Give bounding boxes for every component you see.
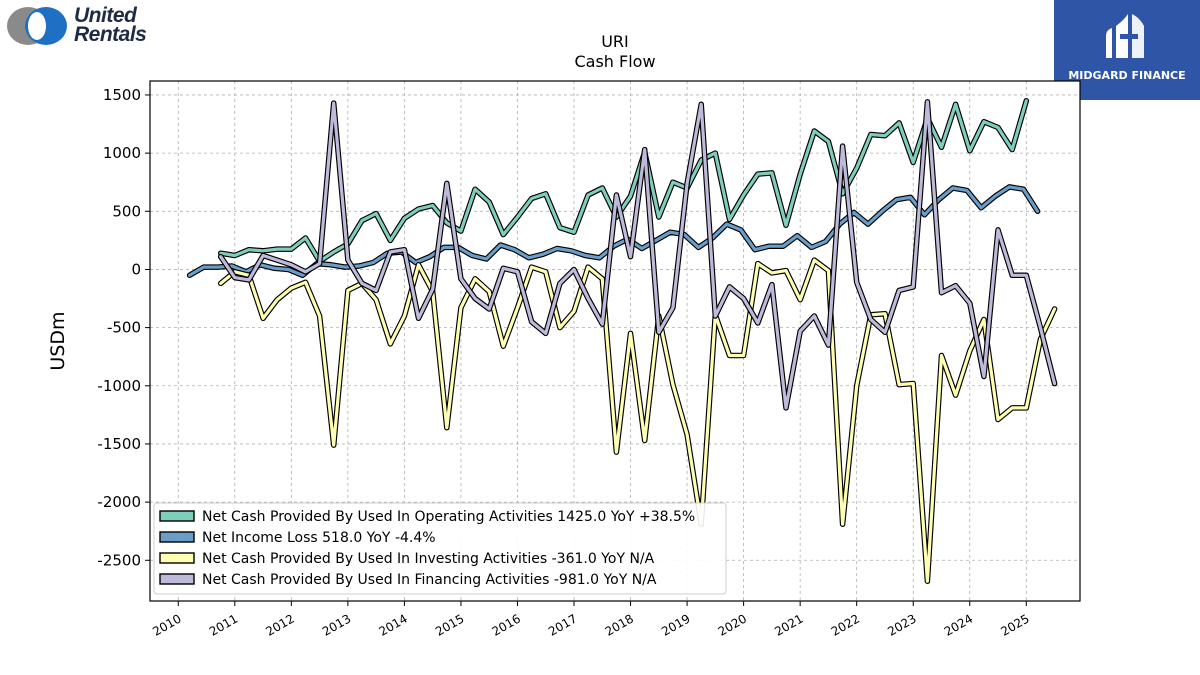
y-tick-label: -500: [107, 319, 141, 337]
legend-swatch-4: [159, 573, 195, 585]
x-tick-label: 2013: [320, 611, 353, 638]
midgard-finance-logo: MIDGARD FINANCE: [1054, 0, 1200, 100]
x-tick-label: 2023: [885, 611, 918, 638]
y-tick-label: -1500: [97, 435, 141, 453]
x-tick-label: 2021: [772, 611, 805, 638]
united-rentals-logo: United Rentals: [6, 4, 166, 48]
midgard-emblem-icon: [1106, 14, 1144, 58]
legend-swatch-3: [159, 552, 195, 564]
y-axis-label: USDm: [47, 311, 69, 370]
y-tick-label: -2500: [97, 551, 141, 569]
x-tick-label: 2017: [546, 611, 579, 638]
y-tick-label: 500: [112, 202, 141, 220]
y-tick-label: 1000: [103, 144, 141, 162]
united-rentals-logo-mark-icon: [7, 7, 67, 45]
legend-label-2: Net Income Loss 518.0 YoY -4.4%: [202, 530, 436, 546]
united-rentals-logo-text: United Rentals: [74, 4, 147, 46]
legend-label-3: Net Cash Provided By Used In Investing A…: [202, 551, 655, 567]
series-line-4: [219, 100, 1057, 410]
x-tick-label: 2018: [603, 611, 636, 638]
midgard-finance-label: MIDGARD FINANCE: [1068, 69, 1186, 82]
x-tick-label: 2020: [716, 611, 749, 638]
legend-swatch-1: [159, 510, 195, 522]
x-tick-label: 2019: [659, 611, 692, 638]
x-tick-label: 2011: [207, 611, 240, 638]
x-tick-label: 2016: [490, 611, 523, 638]
x-tick-label: 2014: [376, 611, 409, 638]
y-tick-label: 0: [131, 260, 141, 278]
legend-swatch-2: [159, 531, 195, 543]
y-tick-label: 1500: [103, 86, 141, 104]
x-tick-label: 2015: [433, 611, 466, 638]
series-line-2: [188, 185, 1040, 277]
x-tick-label: 2022: [829, 611, 862, 638]
chart-title: URI: [601, 32, 629, 51]
plot-frame: [149, 80, 1081, 602]
x-tick-label: 2010: [150, 611, 183, 638]
x-tick-label: 2012: [263, 611, 296, 638]
legend-box: [153, 502, 727, 595]
logo-line-1: United: [74, 4, 137, 27]
y-tick-label: -2000: [97, 493, 141, 511]
legend-label-4: Net Cash Provided By Used In Financing A…: [202, 572, 657, 588]
y-tick-label: -1000: [97, 377, 141, 395]
chart-subtitle: Cash Flow: [574, 52, 655, 71]
legend-label-1: Net Cash Provided By Used In Operating A…: [202, 509, 695, 525]
x-tick-label: 2025: [998, 611, 1031, 638]
x-tick-label: 2024: [942, 611, 975, 638]
series-line-1: [219, 99, 1028, 263]
logo-line-2: Rentals: [74, 23, 147, 46]
